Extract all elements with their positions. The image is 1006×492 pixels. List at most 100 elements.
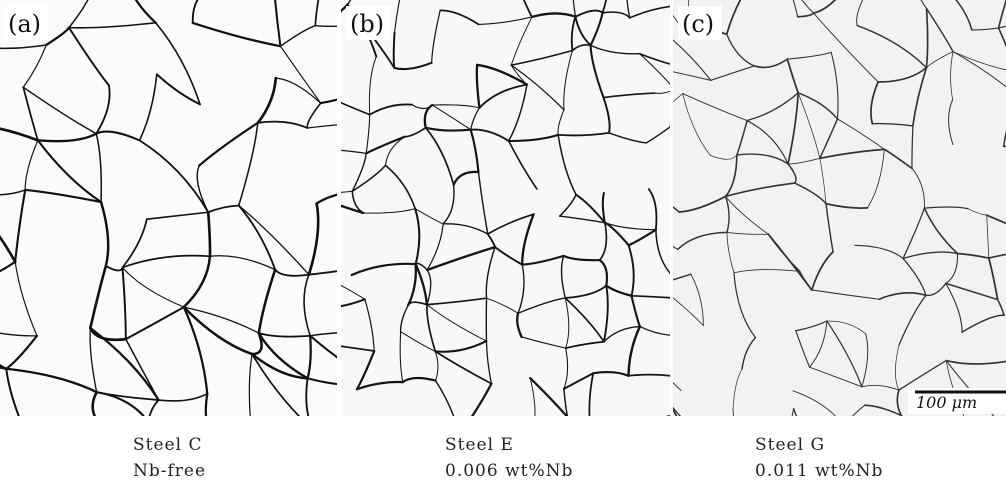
grain-boundary (945, 359, 1006, 365)
grain-boundary (399, 304, 409, 333)
grain-boundary (155, 73, 202, 106)
grain-boundary (384, 164, 416, 210)
grain-boundary (796, 12, 815, 18)
grain-boundary (5, 367, 98, 394)
grain-boundary (510, 16, 533, 66)
grain-boundary (911, 167, 925, 209)
grain-boundary (125, 338, 160, 401)
grain-boundary (452, 170, 480, 186)
grain-boundary (856, 24, 928, 69)
grain-boundary (563, 388, 569, 416)
grain-boundary (647, 188, 658, 231)
grain-boundary (307, 270, 337, 276)
grain-boundary (521, 254, 565, 266)
grain-boundary (686, 412, 690, 447)
panel-label: (c) (682, 10, 714, 38)
grain-boundary (68, 26, 110, 87)
grain-boundary (434, 379, 455, 416)
grain-boundary (426, 223, 444, 271)
grain-boundary (95, 130, 141, 142)
grain-boundary (403, 126, 427, 138)
grain-boundary (182, 255, 212, 309)
grain-boundary (851, 404, 866, 416)
grain-boundary (639, 424, 649, 453)
grain-boundary (923, 206, 969, 210)
grain-boundary (673, 273, 692, 281)
caption: 0.011 wt%Nb (755, 461, 883, 481)
grain-boundary (708, 407, 722, 471)
grain-boundary (945, 253, 959, 284)
grain-boundary (799, 270, 813, 291)
grain-boundary (88, 485, 159, 492)
grain-boundary (655, 228, 670, 275)
grain-boundary (589, 44, 641, 55)
caption: 0.006 wt%Nb (445, 461, 573, 481)
grain-boundary (603, 221, 630, 247)
grain-boundary (591, 431, 604, 474)
micrograph-c (673, 0, 1006, 416)
grain-boundary (209, 255, 276, 271)
grain-boundary (602, 284, 609, 343)
grain-boundary (705, 447, 724, 463)
grain-boundary (257, 268, 277, 335)
grain-boundary (198, 121, 259, 167)
grain-boundary (439, 9, 480, 26)
grain-boundary (630, 294, 641, 328)
grain-boundary (306, 377, 337, 386)
grain-boundary (589, 11, 604, 47)
grain-boundary (562, 254, 601, 262)
grain-boundary (709, 154, 738, 160)
grain-boundary (355, 380, 404, 391)
grain-boundary (602, 96, 611, 134)
grain-boundary (24, 139, 39, 191)
grain-boundary (253, 429, 313, 443)
grain-boundary (898, 294, 927, 346)
grain-boundary (819, 157, 827, 205)
grain-boundary (36, 132, 98, 143)
grain-boundary (157, 392, 209, 402)
grain-boundary (341, 101, 371, 116)
grain-boundary (475, 63, 481, 110)
grain-boundary (961, 314, 1005, 333)
grain-boundary (792, 390, 836, 416)
grain-boundary (159, 484, 202, 492)
grain-boundary (956, 252, 990, 259)
grain-boundary (99, 200, 110, 268)
grain-boundary (365, 114, 371, 154)
grain-boundary (24, 188, 103, 204)
grain-boundary (559, 215, 606, 224)
grain-boundary (725, 0, 742, 36)
grain-boundary (507, 133, 560, 142)
label-bg (346, 6, 390, 40)
grain-boundary (530, 12, 577, 19)
grain-boundary (36, 139, 103, 204)
grain-boundary (521, 213, 535, 266)
grain-boundary (148, 399, 160, 416)
grain-boundary (393, 61, 433, 71)
grain-boundary (470, 382, 493, 416)
grain-boundary (14, 261, 38, 337)
grain-boundary (733, 272, 757, 339)
grain-boundary (830, 51, 839, 120)
grain-boundary (710, 65, 755, 81)
grain-boundary (121, 266, 185, 308)
grain-boundary (362, 208, 416, 214)
grain-boundary (253, 444, 312, 471)
grain-boundary (423, 103, 434, 129)
grain-boundary (256, 120, 309, 129)
grain-boundary (309, 334, 337, 359)
grain-boundary (811, 289, 880, 300)
grain-boundary (341, 149, 367, 155)
grain-boundary (351, 190, 365, 214)
grain-boundary (95, 84, 111, 135)
grain-boundary (477, 16, 533, 25)
grain-boundary (89, 264, 108, 330)
grain-boundary (746, 92, 799, 122)
grain-boundary (68, 0, 89, 29)
grain-boundary (861, 333, 869, 388)
grain-boundary (274, 0, 282, 48)
grain-boundary (312, 427, 365, 433)
grain-boundary (314, 0, 320, 27)
grain-boundary (507, 83, 528, 142)
